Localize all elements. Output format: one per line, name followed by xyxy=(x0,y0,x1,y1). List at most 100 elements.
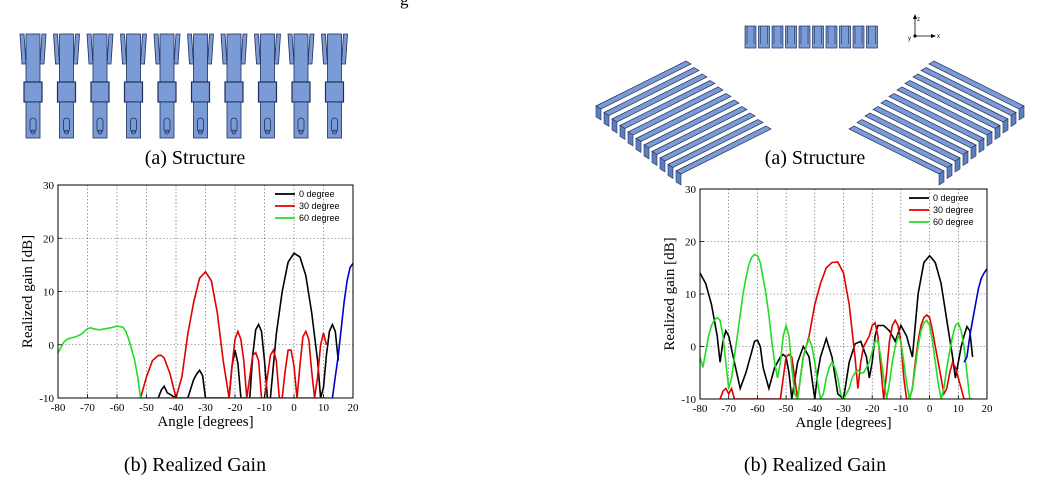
antenna-element xyxy=(86,33,114,139)
antenna-element xyxy=(120,33,147,139)
x-tick-label: -20 xyxy=(228,402,243,414)
series-line-2 xyxy=(700,253,971,399)
antenna-element xyxy=(287,33,315,139)
y-tick-label: 20 xyxy=(685,237,697,249)
legend-label: 30 degree xyxy=(933,205,974,215)
legend-label: 30 degree xyxy=(299,201,340,211)
x-tick-label: -60 xyxy=(110,402,125,414)
right-gain-chart: -80 -70 -60 -50 -40 -30 -20 -10 0 10 20 -10 0 10 20 30 A… xyxy=(662,184,994,431)
x-tick-label: -70 xyxy=(80,402,95,414)
antenna-element xyxy=(986,131,993,147)
x-tick-label: -20 xyxy=(865,403,880,415)
antenna-element xyxy=(798,25,811,49)
x-tick-label: -40 xyxy=(807,403,822,415)
axis-z-label: z xyxy=(917,17,920,23)
antenna-element xyxy=(962,150,969,167)
antenna-element xyxy=(1018,105,1025,121)
legend-label: 0 degree xyxy=(933,193,969,203)
antenna-element xyxy=(866,25,878,49)
antenna-element xyxy=(187,33,214,139)
x-tick-label: -70 xyxy=(721,403,736,415)
antenna-element xyxy=(839,25,851,49)
antenna-element xyxy=(1010,111,1017,128)
top-partial-text: g xyxy=(400,0,409,10)
x-tick-label: 0 xyxy=(927,403,933,415)
right-face-array xyxy=(848,60,1025,186)
left-array-structure xyxy=(19,33,348,139)
left-gain-chart: -80 -70 -60 -50 -40 -30 -20 -10 0 10 20 -10 0 10 20 30 A… xyxy=(20,180,360,430)
antenna-element xyxy=(954,157,961,173)
y-tick-label: 0 xyxy=(49,340,55,352)
x-tick-label: -30 xyxy=(836,403,851,415)
antenna-element xyxy=(53,33,80,139)
x-tick-label: -10 xyxy=(894,403,909,415)
y-tick-label: 10 xyxy=(43,287,55,299)
legend-label: 0 degree xyxy=(299,189,335,199)
antenna-element xyxy=(758,25,770,49)
axis-triad-icon: z x y xyxy=(908,14,940,42)
antenna-element xyxy=(635,137,642,154)
antenna-element xyxy=(153,33,181,139)
left-gain-caption: (b) Realized Gain xyxy=(123,454,267,476)
y-tick-label: -10 xyxy=(39,393,54,405)
antenna-element xyxy=(978,137,985,154)
left-face-array xyxy=(595,60,772,186)
antenna-element xyxy=(825,25,838,49)
antenna-element xyxy=(254,33,281,139)
x-tick-label: -50 xyxy=(139,402,154,414)
antenna-element xyxy=(852,25,865,49)
antenna-element xyxy=(220,33,248,139)
series-line-1 xyxy=(719,261,973,399)
x-tick-label: -80 xyxy=(693,403,708,415)
antenna-element xyxy=(619,124,626,141)
antenna-element xyxy=(667,163,674,180)
antenna-element xyxy=(321,33,348,139)
right-gain-caption: (b) Realized Gain xyxy=(743,454,887,476)
legend-label: 60 degree xyxy=(933,217,974,227)
x-tick-label: 20 xyxy=(348,402,360,414)
antenna-element xyxy=(611,118,618,134)
y-axis-label: Realized gain [dB] xyxy=(20,235,36,348)
x-tick-label: -40 xyxy=(169,402,184,414)
antenna-element xyxy=(812,25,824,49)
series-line-3 xyxy=(331,262,353,398)
x-axis-label: Angle [degrees] xyxy=(795,415,891,431)
y-tick-label: 10 xyxy=(685,289,697,301)
antenna-element xyxy=(994,124,1001,141)
series-line-1 xyxy=(139,270,328,398)
antenna-element xyxy=(651,150,658,167)
series-line-0 xyxy=(700,254,974,399)
left-structure-caption: (a) Structure xyxy=(144,147,246,169)
x-tick-label: -60 xyxy=(750,403,765,415)
x-tick-label: -10 xyxy=(257,402,272,414)
antenna-element xyxy=(19,33,47,139)
antenna-element xyxy=(785,25,797,49)
right-array-structure: z x y xyxy=(595,14,1025,186)
y-tick-label: 30 xyxy=(43,180,55,192)
x-tick-label: 0 xyxy=(291,402,297,414)
x-tick-label: 20 xyxy=(982,403,994,415)
antenna-element xyxy=(771,25,784,49)
x-tick-label: -30 xyxy=(198,402,213,414)
y-tick-label: 20 xyxy=(43,233,55,245)
y-tick-label: -10 xyxy=(681,394,696,406)
antenna-element xyxy=(970,144,977,160)
antenna-element xyxy=(595,105,602,121)
antenna-element xyxy=(1002,118,1009,134)
antenna-element xyxy=(643,144,650,160)
antenna-element xyxy=(659,157,666,173)
antenna-element xyxy=(938,170,945,186)
y-tick-label: 30 xyxy=(685,184,697,196)
series-line-3 xyxy=(963,268,987,363)
x-tick-label: -80 xyxy=(51,402,66,414)
antenna-element xyxy=(744,25,757,49)
right-structure-caption: (a) Structure xyxy=(764,147,866,169)
series-line-2 xyxy=(58,325,330,398)
x-tick-label: -50 xyxy=(779,403,794,415)
antenna-element xyxy=(627,131,634,147)
series-line-0 xyxy=(157,252,340,398)
x-tick-label: 10 xyxy=(318,402,330,414)
y-axis-label: Realized gain [dB] xyxy=(662,237,678,350)
y-tick-label: 0 xyxy=(691,342,697,354)
antenna-element xyxy=(946,163,953,180)
